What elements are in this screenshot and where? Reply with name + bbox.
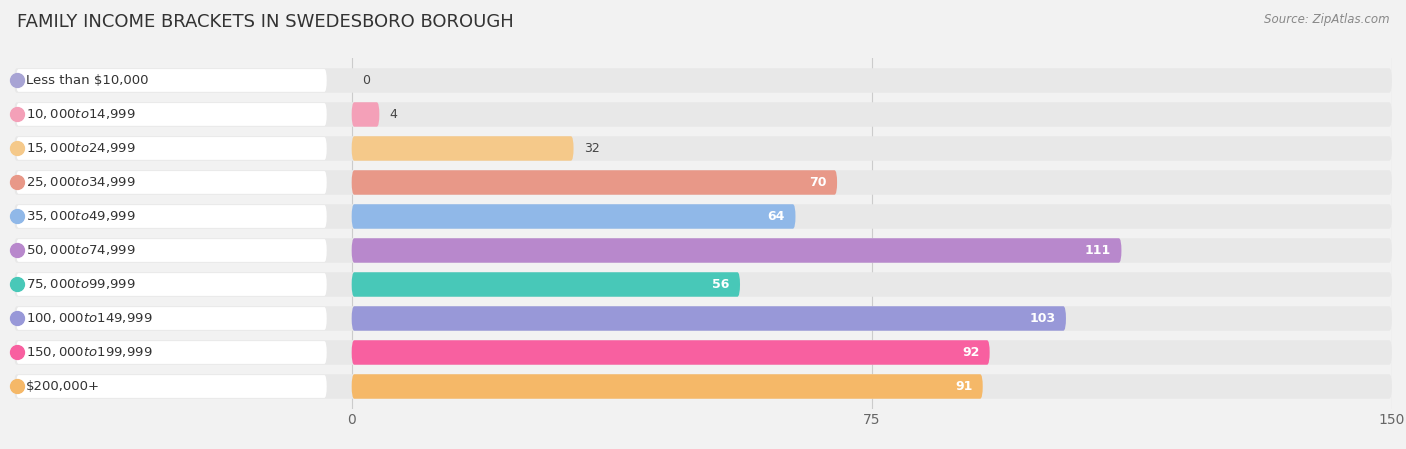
- FancyBboxPatch shape: [14, 136, 1392, 161]
- Text: $50,000 to $74,999: $50,000 to $74,999: [25, 243, 135, 257]
- FancyBboxPatch shape: [14, 238, 1392, 263]
- FancyBboxPatch shape: [352, 136, 574, 161]
- Text: 111: 111: [1085, 244, 1111, 257]
- FancyBboxPatch shape: [15, 273, 326, 296]
- FancyBboxPatch shape: [15, 307, 326, 330]
- Text: $150,000 to $199,999: $150,000 to $199,999: [25, 345, 152, 360]
- FancyBboxPatch shape: [14, 340, 1392, 365]
- FancyBboxPatch shape: [352, 272, 740, 297]
- Text: $25,000 to $34,999: $25,000 to $34,999: [25, 176, 135, 189]
- FancyBboxPatch shape: [352, 170, 837, 195]
- Text: 92: 92: [962, 346, 980, 359]
- FancyBboxPatch shape: [14, 204, 1392, 229]
- Text: 91: 91: [955, 380, 973, 393]
- FancyBboxPatch shape: [15, 171, 326, 194]
- Text: 4: 4: [389, 108, 398, 121]
- FancyBboxPatch shape: [352, 204, 796, 229]
- Text: $35,000 to $49,999: $35,000 to $49,999: [25, 210, 135, 224]
- FancyBboxPatch shape: [15, 239, 326, 262]
- Text: 56: 56: [713, 278, 730, 291]
- FancyBboxPatch shape: [352, 238, 1122, 263]
- Text: 64: 64: [768, 210, 785, 223]
- Text: 70: 70: [810, 176, 827, 189]
- Text: Source: ZipAtlas.com: Source: ZipAtlas.com: [1264, 13, 1389, 26]
- FancyBboxPatch shape: [352, 306, 1066, 331]
- FancyBboxPatch shape: [352, 340, 990, 365]
- FancyBboxPatch shape: [15, 375, 326, 398]
- FancyBboxPatch shape: [14, 272, 1392, 297]
- FancyBboxPatch shape: [14, 306, 1392, 331]
- FancyBboxPatch shape: [352, 374, 983, 399]
- FancyBboxPatch shape: [15, 205, 326, 228]
- Text: 0: 0: [361, 74, 370, 87]
- FancyBboxPatch shape: [14, 170, 1392, 195]
- FancyBboxPatch shape: [352, 102, 380, 127]
- FancyBboxPatch shape: [14, 68, 1392, 92]
- Text: $100,000 to $149,999: $100,000 to $149,999: [25, 312, 152, 326]
- Text: $75,000 to $99,999: $75,000 to $99,999: [25, 277, 135, 291]
- FancyBboxPatch shape: [15, 137, 326, 160]
- Text: 103: 103: [1029, 312, 1056, 325]
- Text: $200,000+: $200,000+: [25, 380, 100, 393]
- FancyBboxPatch shape: [15, 69, 326, 92]
- Text: 32: 32: [583, 142, 600, 155]
- Text: Less than $10,000: Less than $10,000: [25, 74, 148, 87]
- FancyBboxPatch shape: [14, 102, 1392, 127]
- FancyBboxPatch shape: [15, 103, 326, 126]
- FancyBboxPatch shape: [15, 341, 326, 364]
- Text: $10,000 to $14,999: $10,000 to $14,999: [25, 107, 135, 122]
- FancyBboxPatch shape: [14, 374, 1392, 399]
- Text: $15,000 to $24,999: $15,000 to $24,999: [25, 141, 135, 155]
- Text: FAMILY INCOME BRACKETS IN SWEDESBORO BOROUGH: FAMILY INCOME BRACKETS IN SWEDESBORO BOR…: [17, 13, 513, 31]
